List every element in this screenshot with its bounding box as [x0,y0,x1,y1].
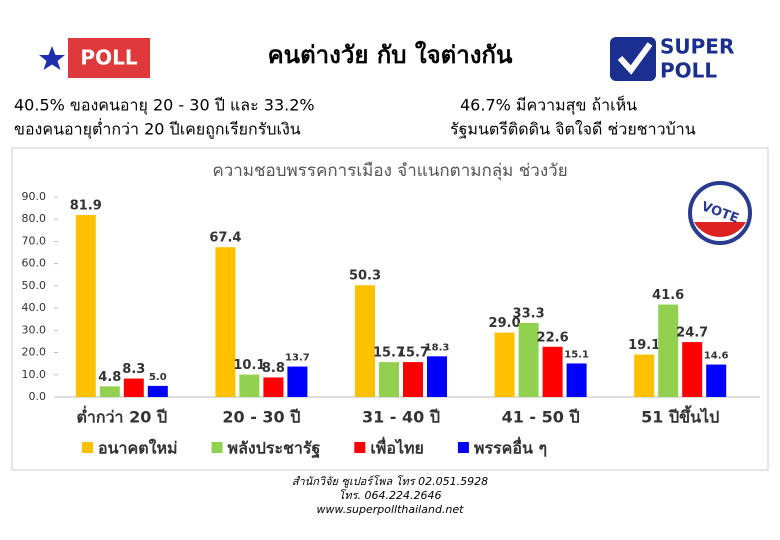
bar [75,215,96,397]
plot: 0.0 10.0 20.0 30.0 40.0 50.0 60.0 70.0 80.0 90.0 ต… [22,190,760,459]
data-label: 24.7 [676,326,708,341]
bar [427,356,447,397]
x-tick-label: ต่ำกว่า 20 ปี [77,406,168,427]
bar [123,378,144,397]
data-label: 10.1 [233,358,265,373]
data-label: 4.8 [98,370,121,385]
legend-swatch [211,442,223,453]
bar [542,346,563,397]
bar [263,377,284,397]
y-tick-label: 40.0 [22,301,47,314]
y-tick-label: 0.0 [29,390,47,403]
check-icon [617,42,653,75]
legend-swatch [82,442,93,453]
data-label: 29.0 [489,316,521,331]
note-left-line: ของคนอายุต่ำกว่า 20 ปีเคยถูกเรียกรับเงิน [14,118,301,140]
star-icon [39,46,65,70]
bar [518,323,539,397]
y-tick-label: 80.0 [22,212,47,225]
bar [658,304,679,397]
x-tick-label: 51 ปีขึ้นไป [641,405,719,427]
data-label: 41.6 [652,288,684,303]
note-left-line: 40.5% ของคนอายุ 20 - 30 ปี และ 33.2% [14,96,315,116]
legend-swatch [354,442,366,453]
data-label: 22.6 [537,330,569,345]
footer-line: โทร. 064.224.2646 [338,489,441,502]
y-tick-label: 60.0 [22,257,47,270]
main-title: คนต่างวัย กับ ใจต่างกัน [268,40,513,69]
bar [634,354,655,397]
bar [147,385,168,397]
legend-label: พลังประชารัฐ [228,439,321,459]
data-label: 14.6 [704,351,729,362]
data-label: 33.3 [513,307,545,322]
poll-logo-text: POLL [80,46,137,70]
poll-logo-box [68,38,150,78]
data-label: 15.7 [397,346,429,361]
bar [239,374,260,397]
x-tick-label: 20 - 30 ปี [222,408,300,427]
bar [99,386,120,397]
data-label: 50.3 [349,269,381,284]
chart-title: ความชอบพรรคการเมือง จำแนกตามกลุ่ม ช่วงวั… [212,161,567,181]
y-tick-label: 10.0 [22,368,47,381]
data-label: 5.0 [149,372,167,383]
bar [355,285,375,397]
legend-label: พรรคอื่น ๆ [474,437,547,458]
bar [494,332,515,397]
y-tick-label: 20.0 [22,346,47,359]
superpoll-logo-top: SUPER [660,35,734,59]
vote-badge-stripe [694,222,746,238]
bar [403,362,423,397]
y-tick-label: 30.0 [22,323,47,336]
data-label: 67.4 [209,231,241,246]
y-tick-label: 50.0 [22,279,47,292]
chart-frame [11,147,769,471]
data-label: 8.8 [262,361,285,376]
data-label: 13.7 [285,353,310,364]
data-label: 81.9 [70,199,102,214]
footer-line: สำนักวิจัย ซูเปอร์โพล โทร 02.051.5928 [292,475,488,488]
data-label: 8.3 [122,362,145,377]
x-tick-label: 41 - 50 ปี [502,408,580,427]
bar [706,364,727,397]
bar [566,363,587,397]
bar [287,366,308,397]
y-tick-label: 70.0 [22,234,47,247]
data-label: 15.7 [373,346,405,361]
bar [215,247,236,397]
data-label: 18.3 [425,342,450,353]
legend-label: อนาคตใหม่ [98,439,178,458]
legend-label: เพื่อไทย [370,437,424,458]
legend-swatch [457,442,469,453]
footer-line: www.superpollthailand.net [317,503,465,516]
data-label: 19.1 [628,338,660,353]
x-tick-label: 31 - 40 ปี [362,408,440,427]
y-tick-label: 90.0 [22,190,47,203]
superpoll-logo-bottom: POLL [660,59,717,83]
note-right-line: รัฐมนตรีติดดิน จิตใจดี ช่วยชาวบ้าน [450,120,696,139]
bar [379,362,399,397]
data-label: 15.1 [564,349,589,360]
bar [682,342,703,397]
note-right-line: 46.7% มีความสุข ถ้าเห็น [460,95,637,116]
